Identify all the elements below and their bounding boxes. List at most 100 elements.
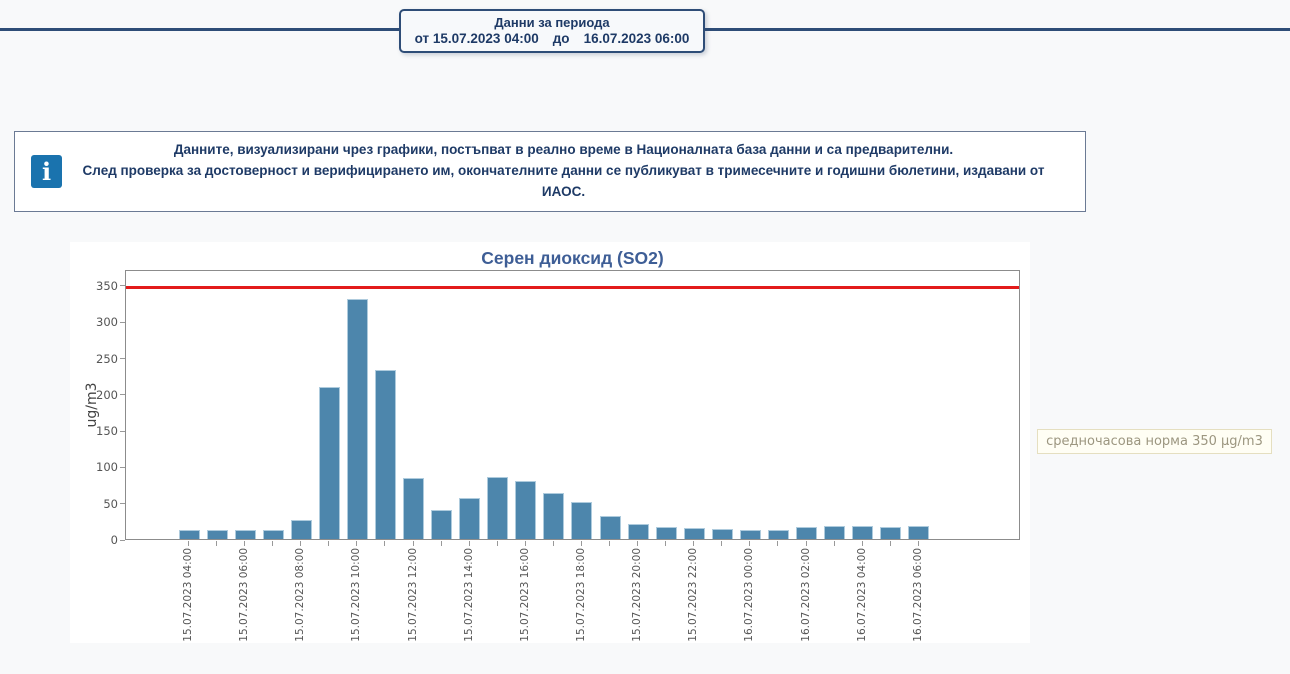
period-box: Данни за периода от 15.07.2023 04:00 до 16… (399, 9, 705, 53)
x-tick-label: 15.07.2023 06:00 (238, 548, 251, 642)
bar[interactable] (515, 481, 537, 539)
x-tick-label: 15.07.2023 18:00 (574, 548, 587, 642)
y-tick-label: 350 (96, 278, 118, 293)
period-from-value: 15.07.2023 04:00 (432, 31, 539, 46)
bar[interactable] (571, 502, 593, 539)
info-text-line1: Данните, визуализирани чрез графики, пос… (173, 142, 954, 158)
x-tick-mark (580, 541, 582, 546)
bar[interactable] (318, 387, 340, 539)
x-tick-mark (356, 541, 358, 546)
y-tick-label: 200 (96, 387, 118, 402)
bar[interactable] (627, 524, 649, 539)
bar[interactable] (796, 527, 818, 539)
threshold-legend: средночасова норма 350 µg/m3 (1037, 429, 1272, 454)
threshold-line (126, 285, 1019, 289)
y-tick-mark (120, 503, 125, 505)
y-tick-mark (120, 466, 125, 468)
bar[interactable] (487, 477, 509, 539)
x-tick-mark (328, 541, 330, 546)
y-tick-label: 300 (96, 315, 118, 330)
x-tick-label: 15.07.2023 08:00 (294, 548, 307, 642)
x-tick-label: 16.07.2023 06:00 (911, 548, 924, 642)
x-tick-label: 15.07.2023 04:00 (182, 548, 194, 642)
y-tick-mark (120, 430, 125, 432)
info-box: i Данните, визуализирани чрез графики, п… (14, 131, 1086, 212)
x-tick-label: 15.07.2023 22:00 (687, 548, 700, 642)
bar[interactable] (178, 530, 200, 539)
chart-title: Серен диоксид (SO2) (481, 248, 664, 268)
x-tick-mark (889, 541, 891, 546)
y-tick-mark (120, 394, 125, 396)
period-range: от 15.07.2023 04:00 до 16.07.2023 06:00 (407, 31, 697, 46)
x-tick-mark (188, 541, 189, 546)
y-tick-mark (120, 358, 125, 360)
x-tick-mark (216, 541, 218, 546)
x-tick-mark (665, 541, 667, 546)
x-tick-mark (693, 541, 695, 546)
info-text-line2: След проверка за достоверност и верифици… (82, 163, 1045, 199)
bar[interactable] (655, 527, 677, 539)
x-tick-mark (384, 541, 386, 546)
y-tick-mark (120, 321, 125, 323)
x-tick-mark (552, 541, 554, 546)
x-tick-mark (244, 541, 246, 546)
x-tick-mark (468, 541, 470, 546)
so2-chart: Серен диоксид (SO2) ug/m3 0 50 100 150 200 25… (70, 242, 1030, 643)
x-tick-mark (524, 541, 526, 546)
bar[interactable] (908, 526, 930, 539)
bar[interactable] (403, 478, 425, 539)
bar[interactable] (739, 530, 761, 539)
period-to-label: до (552, 31, 570, 46)
x-tick-label: 16.07.2023 00:00 (743, 548, 756, 642)
bar[interactable] (880, 527, 902, 539)
bar[interactable] (599, 516, 621, 539)
x-tick-mark (496, 541, 498, 546)
threshold-legend-label: средночасова норма 350 µg/m3 (1046, 434, 1263, 449)
y-tick-label: 100 (96, 460, 118, 475)
x-tick-mark (721, 541, 723, 546)
x-tick-mark (440, 541, 442, 546)
period-from-label: от (414, 31, 430, 46)
x-tick-mark (861, 541, 863, 546)
x-tick-mark (833, 541, 835, 546)
info-icon: i (31, 155, 62, 188)
y-tick-mark (120, 285, 125, 287)
x-tick-label: 15.07.2023 10:00 (350, 548, 363, 642)
bar[interactable] (290, 520, 312, 539)
bar[interactable] (206, 530, 228, 539)
x-tick-label: 15.07.2023 16:00 (518, 548, 531, 642)
x-tick-mark (300, 541, 302, 546)
period-to-value: 16.07.2023 06:00 (583, 31, 690, 46)
bar[interactable] (262, 530, 284, 539)
x-tick-mark (805, 541, 807, 546)
bar[interactable] (711, 529, 733, 539)
x-tick-mark (917, 541, 919, 546)
bar[interactable] (374, 370, 396, 539)
x-tick-mark (272, 541, 274, 546)
period-title: Данни за периода (494, 15, 610, 30)
y-tick-label: 150 (96, 424, 118, 439)
x-tick-label: 15.07.2023 14:00 (462, 548, 475, 642)
x-tick-label: 16.07.2023 02:00 (799, 548, 812, 642)
info-text: Данните, визуализирани чрез графики, пос… (63, 140, 1065, 203)
y-tick-label: 50 (103, 496, 118, 511)
x-tick-mark (637, 541, 639, 546)
x-tick-label: 16.07.2023 04:00 (855, 548, 868, 642)
bar[interactable] (683, 528, 705, 539)
bar[interactable] (346, 299, 368, 539)
x-tick-label: 15.07.2023 20:00 (631, 548, 644, 642)
x-tick-mark (777, 541, 779, 546)
bar[interactable] (543, 493, 565, 539)
bar[interactable] (431, 510, 453, 539)
x-tick-label: 15.07.2023 12:00 (406, 548, 419, 642)
bar[interactable] (459, 498, 481, 539)
bar[interactable] (234, 530, 256, 539)
bar[interactable] (852, 526, 874, 539)
plot-area (125, 270, 1020, 540)
x-tick-mark (749, 541, 751, 546)
y-tick-label: 0 (110, 533, 118, 547)
bar[interactable] (824, 526, 846, 539)
x-tick-mark (412, 541, 414, 546)
bar[interactable] (767, 530, 789, 539)
x-tick-mark (609, 541, 611, 546)
